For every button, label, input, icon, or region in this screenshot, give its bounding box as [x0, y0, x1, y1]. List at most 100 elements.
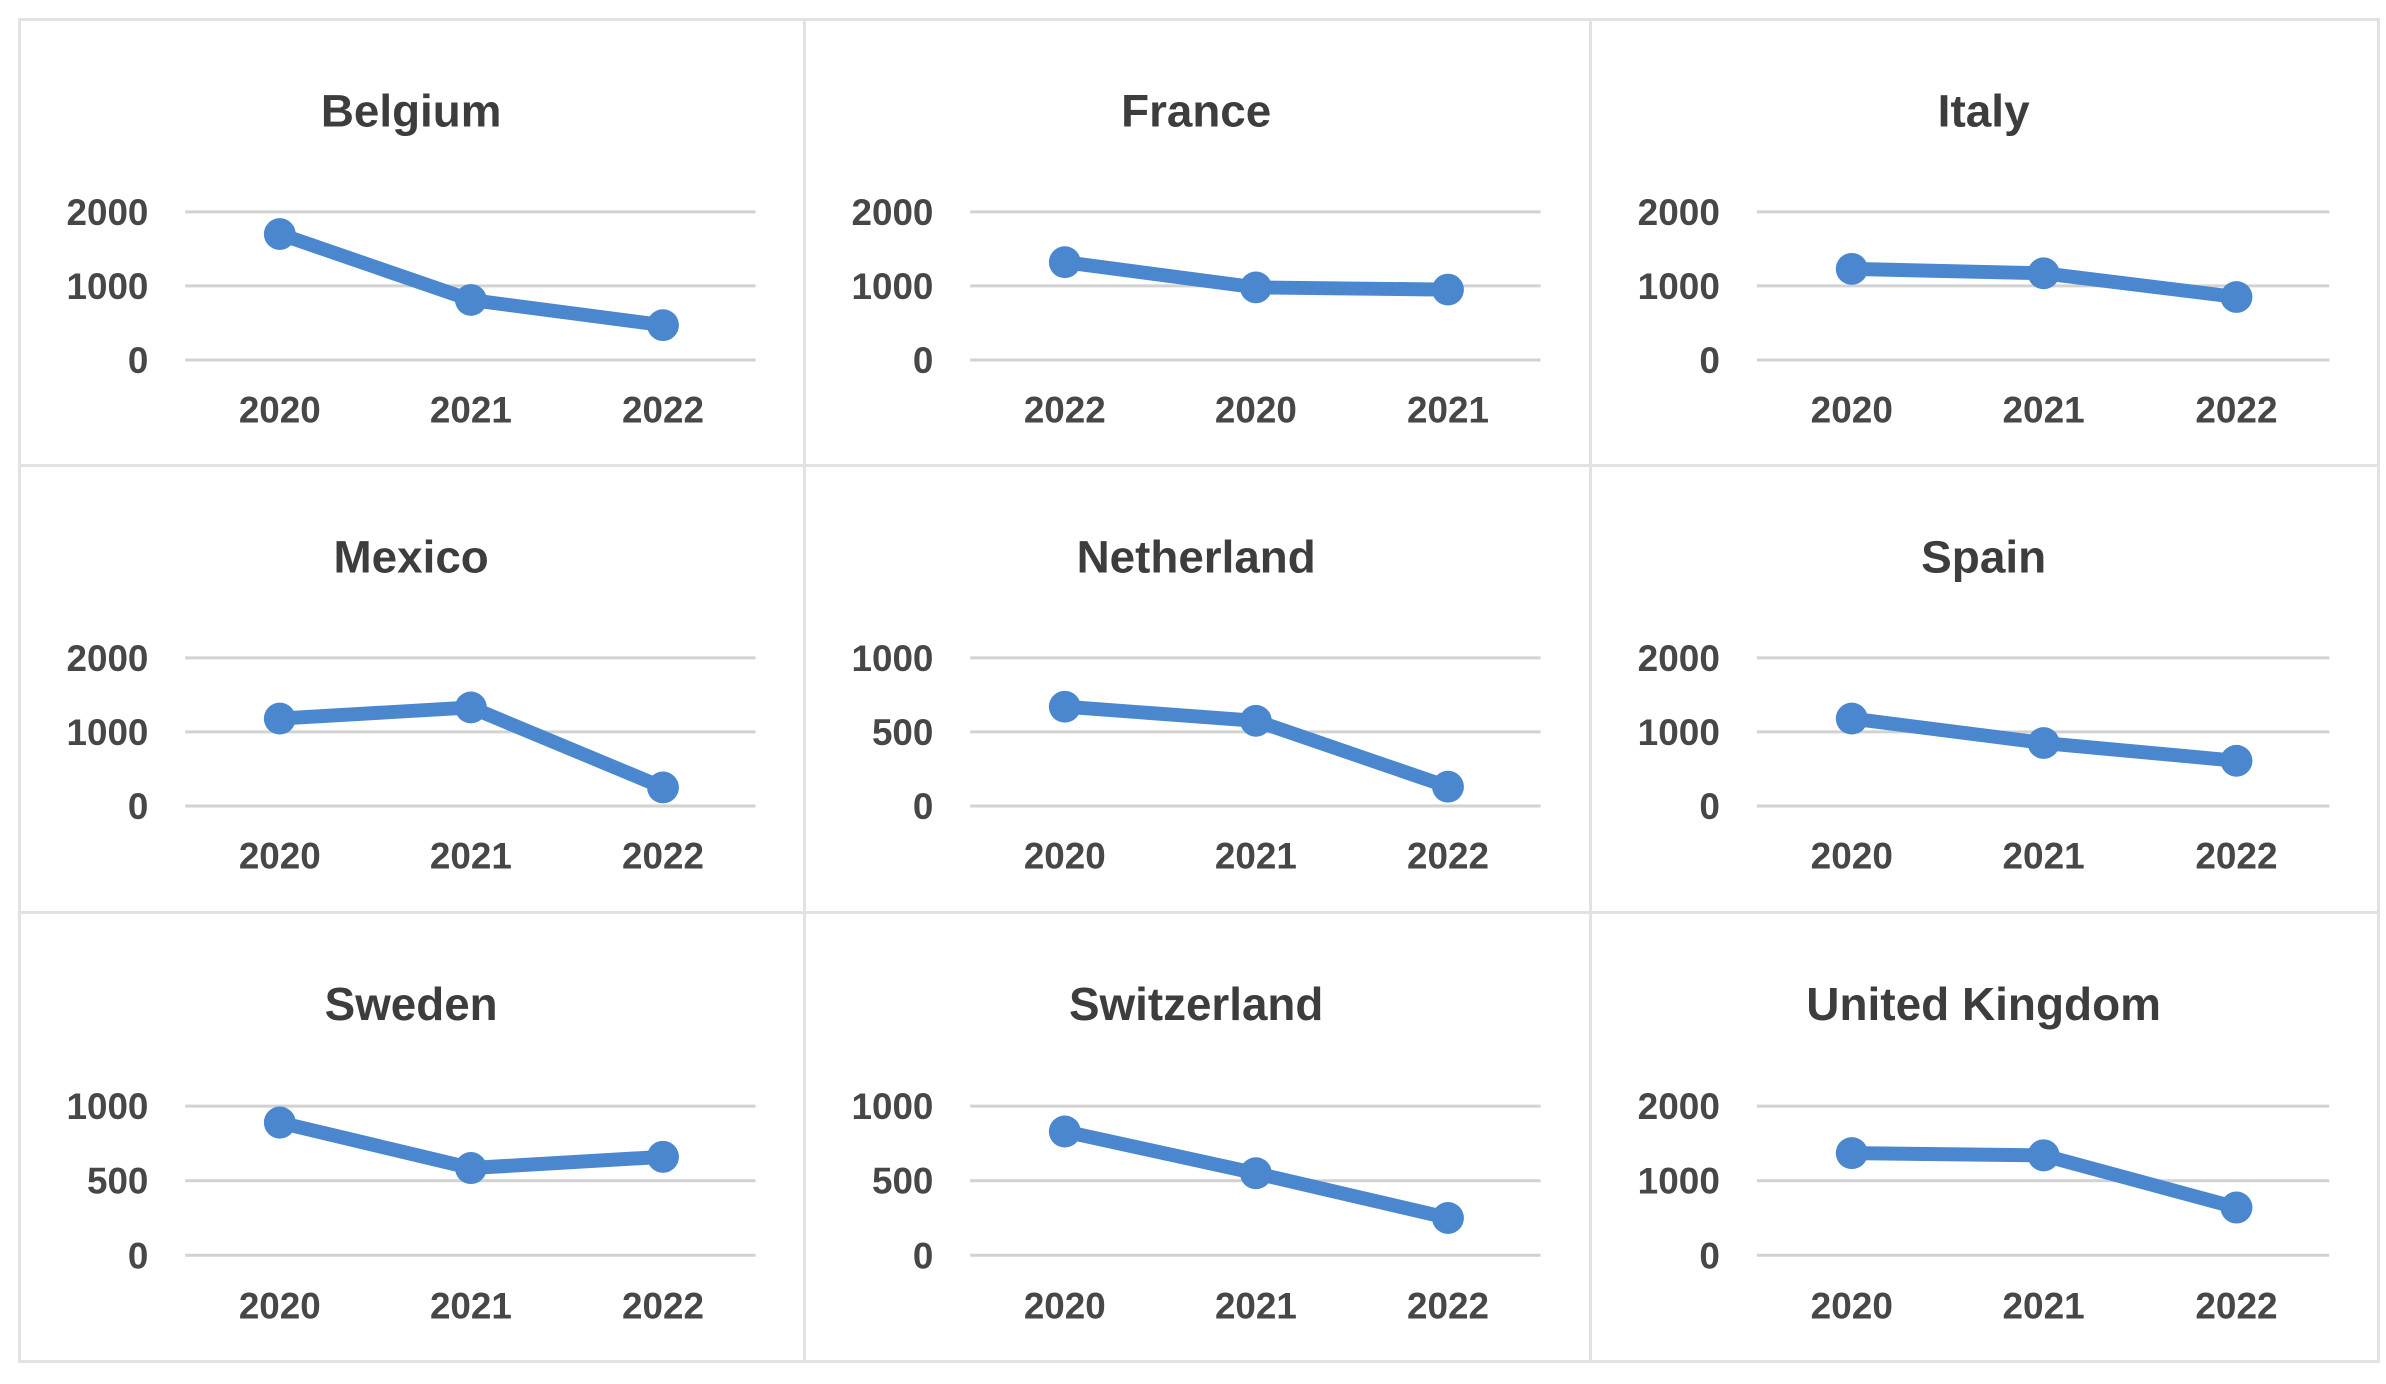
x-tick-label: 2021	[2002, 1285, 2084, 1326]
data-point-marker	[1432, 1201, 1465, 1234]
x-tick-label: 2022	[1024, 390, 1106, 431]
y-tick-label: 1000	[67, 1086, 149, 1127]
y-tick-label: 1000	[852, 1086, 934, 1127]
data-point-marker	[2027, 1138, 2060, 1172]
chart-panel-netherland: 0 500 1000 Netherland 2020 2021 2022	[806, 467, 1592, 914]
chart-title: United Kingdom	[1806, 978, 2161, 1030]
data-point-marker	[263, 218, 296, 250]
data-point-marker	[263, 1106, 296, 1139]
y-tick-label: 1000	[852, 266, 934, 307]
y-tick-label: 1000	[1637, 266, 1719, 307]
line-chart-netherland: 0 500 1000 Netherland 2020 2021 2022	[852, 532, 1541, 877]
data-point-marker	[1049, 1115, 1082, 1148]
chart-panel-united-kingdom: 0 1000 2000 United Kingdom 2020 2021 2022	[1591, 913, 2377, 1360]
data-point-marker	[1049, 246, 1082, 279]
chart-title: Switzerland	[1069, 978, 1323, 1030]
data-point-marker	[1835, 252, 1868, 285]
data-point-marker	[454, 1151, 487, 1184]
data-point-marker	[1835, 702, 1868, 735]
x-tick-label: 2022	[1407, 1285, 1489, 1326]
x-tick-label: 2022	[622, 390, 704, 431]
y-tick-label: 0	[913, 1235, 933, 1276]
y-tick-label: 500	[87, 1160, 148, 1201]
y-tick-label: 0	[128, 786, 148, 827]
line-chart-mexico: 0 1000 2000 Mexico 2020 2021 2022	[66, 532, 756, 877]
x-tick-label: 2022	[622, 836, 704, 877]
x-tick-label: 2021	[1215, 1285, 1297, 1326]
y-tick-label: 2000	[852, 192, 934, 233]
chart-title: Sweden	[325, 978, 498, 1030]
chart-panel-france: 0 1000 2000 France 2022 2020 2021	[806, 21, 1592, 468]
x-tick-label: 2021	[430, 1285, 512, 1326]
y-tick-label: 1000	[1637, 1160, 1719, 1201]
x-tick-label: 2022	[2195, 390, 2277, 431]
x-tick-label: 2022	[1407, 836, 1489, 877]
y-tick-label: 1000	[852, 638, 934, 679]
x-tick-label: 2021	[2002, 390, 2084, 431]
y-tick-label: 500	[872, 712, 933, 753]
data-point-marker	[2027, 257, 2060, 290]
y-tick-label: 2000	[1637, 192, 1719, 233]
y-tick-label: 0	[1699, 1235, 1720, 1276]
y-tick-label: 0	[128, 1235, 148, 1276]
chart-title: Netherland	[1077, 532, 1316, 583]
chart-title: Belgium	[321, 85, 502, 136]
data-point-marker	[1240, 271, 1273, 304]
chart-panel-mexico: 0 1000 2000 Mexico 2020 2021 2022	[21, 467, 807, 914]
x-tick-label: 2021	[1407, 390, 1489, 431]
line-chart-belgium: 0 1000 2000 Belgium 2020 2021 2022	[66, 85, 756, 431]
chart-panel-italy: 0 1000 2000 Italy 2020 2021 2022	[1591, 21, 2377, 468]
line-chart-switzerland: 0 500 1000 Switzerland 2020 2021 2022	[852, 978, 1541, 1326]
y-tick-label: 500	[872, 1160, 933, 1201]
x-tick-label: 2020	[1024, 836, 1106, 877]
line-chart-italy: 0 1000 2000 Italy 2020 2021 2022	[1637, 85, 2330, 431]
data-point-marker	[1049, 691, 1082, 723]
chart-grid: 0 1000 2000 Belgium 2020 2021 2022 0 1000 2000 Fr…	[18, 18, 2380, 1363]
y-tick-label: 0	[128, 340, 148, 381]
x-tick-label: 2020	[239, 1285, 321, 1326]
x-tick-label: 2022	[622, 1285, 704, 1326]
chart-panel-switzerland: 0 500 1000 Switzerland 2020 2021 2022	[806, 913, 1592, 1360]
x-tick-label: 2021	[1215, 836, 1297, 877]
data-point-marker	[1240, 1156, 1273, 1189]
data-point-marker	[647, 771, 679, 804]
chart-title: Spain	[1921, 532, 2046, 583]
data-point-marker	[1835, 1136, 1868, 1169]
chart-title: Mexico	[334, 532, 489, 583]
data-point-marker	[647, 309, 679, 342]
y-tick-label: 2000	[1637, 638, 1719, 679]
y-tick-label: 0	[913, 786, 933, 827]
line-chart-spain: 0 1000 2000 Spain 2020 2021 2022	[1637, 532, 2330, 877]
x-tick-label: 2020	[1024, 1285, 1106, 1326]
x-tick-label: 2020	[1215, 390, 1297, 431]
chart-panel-spain: 0 1000 2000 Spain 2020 2021 2022	[1591, 467, 2377, 914]
y-tick-label: 2000	[66, 192, 148, 233]
data-point-marker	[263, 702, 296, 735]
data-point-marker	[1432, 771, 1465, 803]
data-point-marker	[2220, 281, 2253, 313]
y-tick-label: 1000	[66, 712, 148, 753]
x-tick-label: 2022	[2195, 1285, 2277, 1326]
x-tick-label: 2020	[239, 836, 321, 877]
x-tick-label: 2022	[2195, 836, 2277, 877]
y-tick-label: 0	[913, 340, 933, 381]
data-point-marker	[1240, 705, 1273, 738]
chart-title: Italy	[1937, 85, 2029, 136]
line-chart-united-kingdom: 0 1000 2000 United Kingdom 2020 2021 2022	[1637, 978, 2330, 1326]
chart-panel-sweden: 0 500 1000 Sweden 2020 2021 2022	[21, 913, 807, 1360]
y-tick-label: 2000	[66, 638, 148, 679]
data-point-marker	[2220, 745, 2253, 778]
x-tick-label: 2020	[1810, 390, 1892, 431]
x-tick-label: 2020	[239, 390, 321, 431]
y-tick-label: 2000	[1637, 1086, 1719, 1127]
y-tick-label: 1000	[66, 266, 148, 307]
x-tick-label: 2020	[1810, 1285, 1892, 1326]
x-tick-label: 2021	[430, 390, 512, 431]
chart-title: France	[1121, 85, 1271, 136]
y-tick-label: 0	[1699, 340, 1720, 381]
chart-panel-belgium: 0 1000 2000 Belgium 2020 2021 2022	[21, 21, 807, 468]
x-tick-label: 2020	[1810, 836, 1892, 877]
data-point-marker	[647, 1140, 679, 1173]
data-point-marker	[454, 691, 487, 724]
